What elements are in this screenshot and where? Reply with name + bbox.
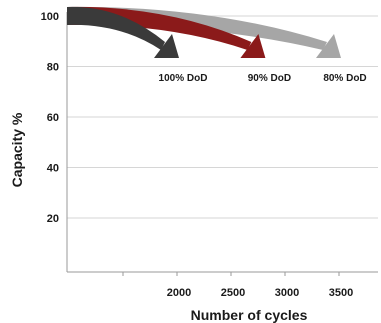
series-labels: 80% DoD 90% DoD 100% DoD (159, 73, 367, 84)
y-axis-title: Capacity % (9, 112, 25, 187)
grid-lines (67, 15, 378, 219)
series-arrow-band (67, 6, 165, 50)
x-tick-label: 2000 (167, 287, 191, 299)
y-tick-label: 20 (47, 213, 59, 225)
y-tick-label: 80 (47, 62, 59, 74)
y-tick-label: 100 (41, 11, 59, 23)
series-arrow-head (316, 33, 341, 58)
series-label: 80% DoD (323, 73, 366, 84)
series-arrow-head (240, 33, 266, 58)
x-tick-label: 3500 (329, 287, 353, 299)
tick-labels: 100 80 60 40 20 2000 2500 3000 3500 (41, 11, 354, 299)
series-label: 100% DoD (159, 73, 208, 84)
series-arrow-head (154, 33, 179, 58)
x-tick-label: 2500 (221, 287, 245, 299)
x-axis-title: Number of cycles (191, 307, 308, 323)
y-tick-label: 60 (47, 112, 59, 124)
series-arrows (67, 6, 341, 58)
y-tick-label: 40 (47, 163, 59, 175)
series-label: 90% DoD (248, 73, 291, 84)
x-tick-label: 3000 (275, 287, 299, 299)
axes (66, 12, 378, 276)
